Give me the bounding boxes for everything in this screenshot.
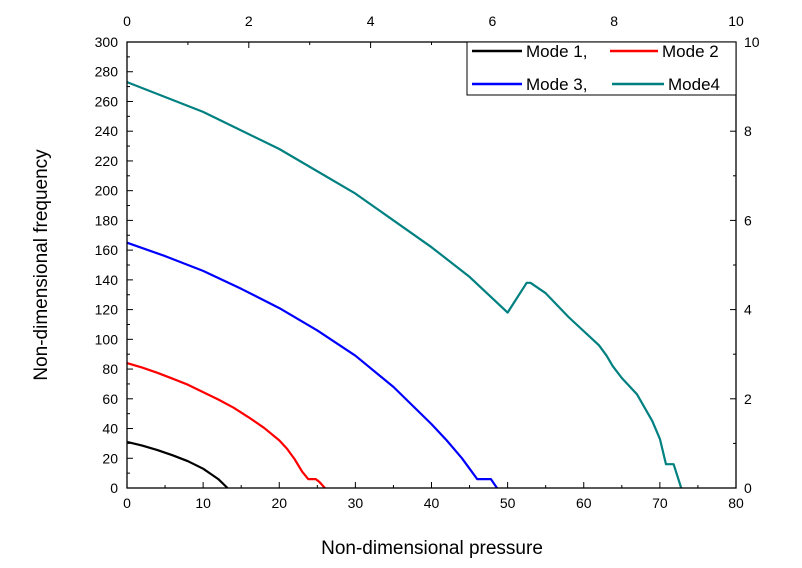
x-tick-label: 0	[123, 495, 131, 511]
x-tick-label: 70	[652, 495, 668, 511]
x-tick-label: 50	[500, 495, 516, 511]
y-tick-label: 280	[95, 64, 119, 80]
axes-layer: 0 10 20 30 40 50 60 70 8002040608010012014016018…	[95, 13, 760, 511]
right-tick-label: 6	[744, 212, 752, 228]
right-tick-label: 10	[744, 34, 760, 50]
x-tick-label: 40	[424, 495, 440, 511]
top-tick-label: 2	[245, 13, 253, 29]
x-tick-label: 10	[195, 495, 211, 511]
right-tick-label: 4	[744, 302, 752, 318]
legend-label-mode-2: Mode 2	[662, 42, 719, 61]
y-tick-label: 180	[95, 212, 119, 228]
y-tick-label: 40	[102, 421, 118, 437]
right-tick-label: 2	[744, 391, 752, 407]
y-tick-label: 300	[95, 34, 119, 50]
top-tick-label: 8	[610, 13, 618, 29]
x-tick-label: 80	[728, 495, 744, 511]
y-tick-label: 200	[95, 183, 119, 199]
y-tick-label: 60	[102, 391, 118, 407]
series-line-mode-3	[126, 241, 498, 489]
series-line-mode-1	[126, 440, 229, 489]
x-axis-title: Non-dimensional pressure	[321, 538, 543, 559]
y-tick-label: 0	[110, 480, 118, 496]
legend: Mode 1, Mode 2 Mode 3, Mode4	[466, 41, 737, 96]
x-tick-label: 20	[271, 495, 287, 511]
y-tick-label: 260	[95, 93, 119, 109]
legend-label-mode-3: Mode 3,	[526, 75, 587, 94]
legend-label-mode4: Mode4	[668, 75, 720, 94]
y-tick-label: 240	[95, 123, 119, 139]
x-tick-label: 60	[576, 495, 592, 511]
y-tick-label: 120	[95, 302, 119, 318]
series-layer	[126, 81, 683, 489]
series-line-mode-2	[126, 362, 326, 489]
series-line-mode4	[126, 81, 683, 489]
y-axis-title: Non-dimensional frequency	[31, 149, 52, 381]
right-tick-label: 0	[744, 480, 752, 496]
top-tick-label: 4	[367, 13, 375, 29]
x-tick-label: 30	[348, 495, 364, 511]
y-tick-label: 80	[102, 361, 118, 377]
y-tick-label: 100	[95, 331, 119, 347]
y-tick-label: 20	[102, 450, 118, 466]
top-tick-label: 10	[728, 13, 744, 29]
top-tick-label: 0	[123, 13, 131, 29]
legend-label-mode-1: Mode 1,	[526, 42, 587, 61]
y-tick-label: 140	[95, 272, 119, 288]
y-tick-label: 160	[95, 242, 119, 258]
y-tick-label: 220	[95, 153, 119, 169]
top-tick-label: 6	[489, 13, 497, 29]
right-tick-label: 8	[744, 123, 752, 139]
plot-frame	[126, 41, 737, 489]
